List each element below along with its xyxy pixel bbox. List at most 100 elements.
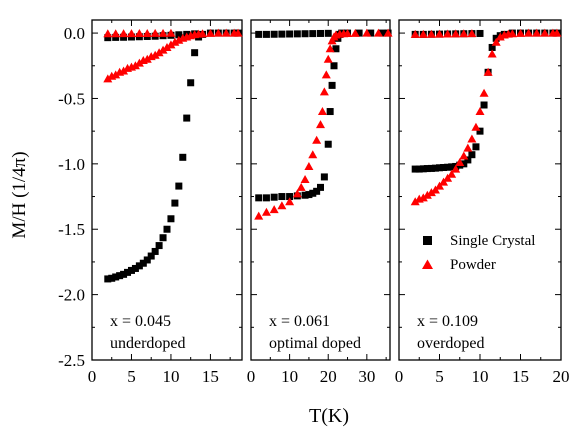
data-point-triangle [467, 29, 477, 38]
data-point-square [324, 140, 332, 148]
data-point-triangle [422, 190, 432, 199]
data-point-triangle [507, 29, 517, 38]
series-single-crystal [255, 29, 392, 202]
x-tick-label: 0 [247, 367, 256, 386]
data-point-triangle [487, 49, 497, 58]
data-point-square [262, 30, 270, 38]
data-point-triangle [126, 29, 136, 38]
data-point-triangle [524, 28, 534, 37]
data-point-triangle [142, 54, 152, 63]
data-point-triangle [296, 182, 306, 191]
data-point-triangle [261, 207, 271, 216]
x-tick-label: 10 [281, 367, 298, 386]
data-point-triangle [451, 164, 461, 173]
data-point-square [175, 31, 183, 39]
x-tick-label: 10 [162, 367, 179, 386]
y-tick-label: -2.5 [58, 351, 85, 370]
legend: Single Crystal Powder [422, 233, 535, 273]
series-powder [410, 28, 562, 206]
data-point-triangle [459, 29, 469, 38]
data-point-triangle [285, 197, 295, 206]
data-point-triangle [254, 211, 264, 220]
data-point-triangle [213, 28, 223, 37]
data-point-square [278, 193, 286, 201]
data-point-square [167, 215, 175, 223]
y-tick-label: -1.5 [58, 220, 85, 239]
data-point-square [108, 274, 116, 282]
y-tick-label: 0.0 [64, 24, 85, 43]
data-point-triangle [532, 28, 542, 37]
data-point-triangle [552, 28, 562, 37]
data-point-square [187, 79, 195, 87]
panel-annotation: underdoped [110, 335, 186, 352]
data-point-triangle [418, 29, 428, 38]
data-point-triangle [205, 28, 215, 37]
data-point-square [112, 33, 120, 41]
data-point-triangle [410, 197, 420, 206]
data-point-triangle [269, 205, 279, 214]
data-point-square [139, 259, 147, 267]
data-point-triangle [277, 201, 287, 210]
data-point-square [423, 165, 431, 173]
data-point-square [431, 164, 439, 172]
data-point-square [326, 108, 334, 116]
data-point-square [419, 165, 427, 173]
data-point-square [175, 182, 183, 190]
data-point-triangle [134, 28, 144, 37]
data-point-triangle [467, 134, 477, 143]
data-point-triangle [471, 122, 481, 131]
data-point-square [104, 34, 112, 42]
data-point-triangle [343, 28, 353, 37]
data-point-triangle [162, 42, 172, 51]
panel-2: 0 10 20 30 x = 0.061 optimal doped [247, 19, 393, 386]
data-point-triangle [410, 29, 420, 38]
panel-frame [398, 19, 562, 361]
data-point-triangle [221, 28, 231, 37]
data-point-square [155, 242, 163, 250]
data-point-square [317, 29, 324, 37]
data-point-triangle [198, 29, 208, 38]
data-point-square [324, 29, 332, 37]
data-point-triangle [483, 67, 493, 76]
data-point-square [147, 252, 155, 260]
data-point-square [472, 143, 480, 151]
y-tick-label: -1.0 [58, 155, 85, 174]
data-point-square [131, 264, 139, 272]
panel-annotation: x = 0.061 [269, 313, 330, 330]
data-point-triangle [443, 29, 453, 38]
data-point-square [317, 183, 324, 191]
data-point-square [191, 49, 199, 57]
data-point-triangle [111, 29, 121, 38]
data-point-triangle [319, 87, 329, 96]
data-point-triangle [111, 70, 121, 79]
data-point-triangle [150, 50, 160, 59]
y-tick-label: -0.5 [58, 89, 85, 108]
panels: 0 5 10 15 0.0 -0.5 -1.0 -1.5 -2.0 -2.5 x = 0.045 un… [58, 19, 570, 386]
data-point-triangle [103, 29, 113, 38]
data-point-triangle [150, 28, 160, 37]
data-point-square [270, 30, 278, 38]
data-point-square [305, 191, 313, 199]
data-point-triangle [435, 29, 444, 38]
data-point-square [476, 127, 484, 135]
data-point-triangle [362, 28, 372, 37]
data-point-triangle [455, 158, 465, 167]
data-point-triangle [516, 28, 525, 37]
data-point-triangle [350, 28, 360, 37]
data-point-square [120, 33, 128, 41]
legend-label-powder: Powder [450, 257, 496, 273]
data-point-triangle [119, 66, 129, 75]
data-point-square [436, 164, 443, 172]
panel-frame [91, 19, 243, 361]
data-point-square [270, 193, 278, 201]
data-point-triangle [300, 175, 310, 184]
data-point-square [120, 270, 128, 278]
data-point-square [278, 30, 286, 38]
data-point-square [415, 165, 423, 173]
data-point-square [411, 165, 419, 173]
data-point-triangle [459, 151, 469, 160]
data-point-triangle [233, 28, 243, 37]
data-point-triangle [158, 28, 168, 37]
panel-annotation: overdoped [417, 335, 485, 352]
data-point-triangle [540, 28, 550, 37]
